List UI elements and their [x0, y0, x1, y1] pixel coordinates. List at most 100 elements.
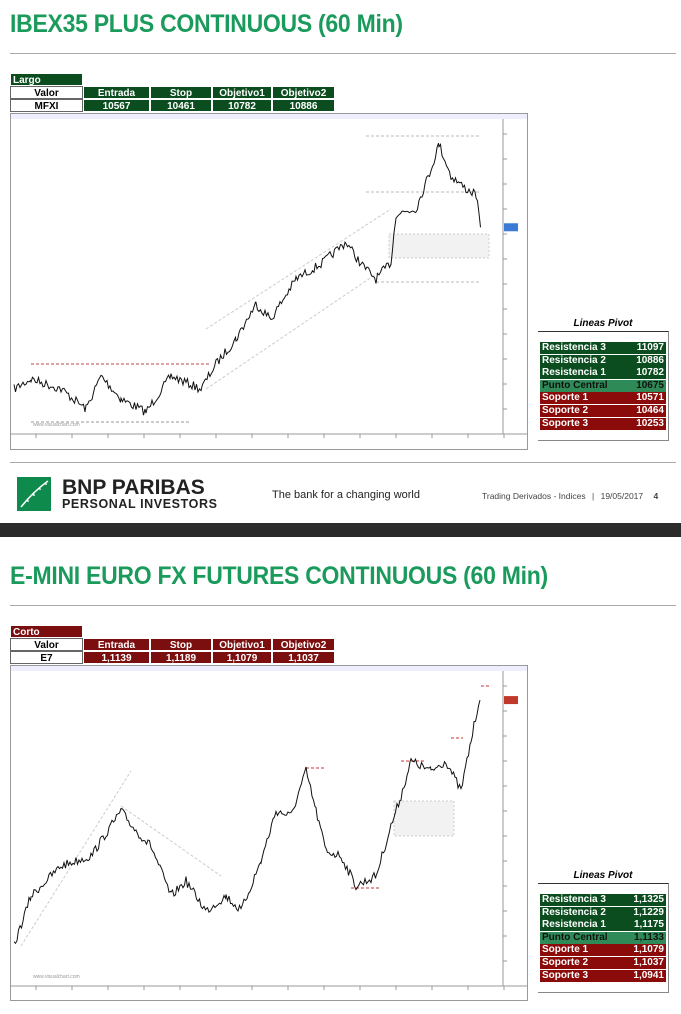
- pivot-row: Resistencia 1 1,1175: [540, 919, 666, 932]
- chart-drawing: www.visualchart.com: [11, 666, 527, 990]
- last-price: [504, 696, 518, 705]
- table-header: Stop: [150, 638, 212, 651]
- section-title: E-MINI EURO FX FUTURES CONTINUOUS (60 Mi…: [10, 562, 548, 590]
- logo: [17, 477, 51, 511]
- tagline: The bank for a changing world: [272, 489, 420, 501]
- watermark: www.visualchart.com: [33, 974, 80, 980]
- price-path: [13, 143, 481, 416]
- table-header: Objetivo1: [212, 638, 272, 651]
- separator: |: [592, 491, 595, 501]
- position-label: Largo: [10, 73, 83, 86]
- pivot-label: Resistencia 3: [542, 342, 606, 353]
- brand: BNP PARIBAS: [62, 476, 205, 499]
- pivot-label: Soporte 1: [542, 944, 589, 956]
- pivot-label: Soporte 2: [542, 405, 589, 416]
- guide-line: [20, 770, 132, 947]
- pivot-value: 10782: [636, 367, 664, 379]
- table-header: Objetivo2: [272, 86, 335, 99]
- header-strip: [11, 114, 527, 119]
- pivot-value: 11097: [636, 342, 664, 353]
- pivot-row: Resistencia 3 11097: [540, 342, 666, 354]
- pivot-label: Soporte 3: [542, 969, 589, 981]
- chart: www.visualchart.com: [10, 113, 528, 450]
- pivot-box: Resistencia 3 1,1325 Resistencia 2 1,1229 Re…: [538, 883, 669, 994]
- info: Trading Derivados - Indices: [482, 491, 586, 501]
- pivot-value: 10675: [636, 379, 664, 391]
- pivot-value: 1,1175: [633, 919, 664, 931]
- table-cell: 1,1079: [212, 651, 272, 664]
- table-header: Valor: [10, 638, 83, 651]
- table-header: Objetivo1: [212, 86, 272, 99]
- guide-line: [205, 208, 392, 330]
- footer-info: Trading Derivados - Indices | 19/05/2017…: [482, 491, 658, 501]
- pivot-label: Resistencia 2: [542, 906, 606, 918]
- table-header: Stop: [150, 86, 212, 99]
- pivot-label: Resistencia 1: [542, 367, 606, 379]
- title-rule: [10, 605, 676, 606]
- page-break: [0, 523, 681, 537]
- table-cell: 10886: [272, 99, 335, 112]
- pivot-row: Soporte 3 10253: [540, 417, 666, 430]
- pivot-value: 10464: [636, 405, 664, 416]
- pivot-row: Resistencia 2 1,1229: [540, 906, 666, 919]
- chart: www.visualchart.com: [10, 665, 528, 1001]
- guide-line: [120, 805, 222, 877]
- table-cell: 1,1037: [272, 651, 335, 664]
- table-cell: 10567: [83, 99, 150, 112]
- zone: [388, 233, 490, 259]
- subbrand: PERSONAL INVESTORS: [62, 497, 218, 511]
- pivot-value: 1,1037: [633, 957, 664, 968]
- table-cell: 10461: [150, 99, 212, 112]
- table-cell: MFXI: [10, 99, 83, 112]
- pivot-label: Soporte 1: [542, 392, 589, 404]
- table-cell: 1,1189: [150, 651, 212, 664]
- pivot-label: Soporte 2: [542, 957, 589, 968]
- pivot-row: Soporte 2 10464: [540, 405, 666, 417]
- zone: [393, 800, 455, 837]
- pivot-value: 1,1325: [633, 894, 664, 905]
- pivot-label: Punto Central: [542, 379, 608, 391]
- date: 19/05/2017: [600, 491, 644, 501]
- footer-rule: [10, 462, 676, 463]
- pivot-value: 1,0941: [633, 969, 664, 981]
- title-rule: [10, 53, 676, 54]
- pivot-label: Punto Central: [542, 931, 608, 943]
- table-header: Entrada: [83, 86, 150, 99]
- pivot-row: Punto Central 1,1133: [540, 931, 666, 944]
- pivot-title: Lineas Pivot: [573, 870, 633, 881]
- guide-line: [205, 263, 392, 390]
- pivot-row: Resistencia 2 10886: [540, 354, 666, 367]
- pivot-label: Resistencia 1: [542, 919, 606, 931]
- pivot-box: Resistencia 3 11097 Resistencia 2 10886 Resi…: [538, 331, 669, 442]
- logo-stars: [20, 480, 49, 508]
- pivot-row: Soporte 1 10571: [540, 392, 666, 405]
- pivot-label: Resistencia 2: [542, 354, 606, 366]
- last-price: [504, 223, 518, 232]
- section-title: IBEX35 PLUS CONTINUOUS (60 Min): [10, 10, 403, 38]
- table-header: Entrada: [83, 638, 150, 651]
- pivot-label: Soporte 3: [542, 417, 589, 429]
- pivot-row: Resistencia 3 1,1325: [540, 894, 666, 906]
- pivot-row: Resistencia 1 10782: [540, 367, 666, 380]
- pivot-title: Lineas Pivot: [573, 318, 633, 329]
- pivot-value: 10571: [636, 392, 664, 404]
- table-header: Valor: [10, 86, 83, 99]
- table-cell: E7: [10, 651, 83, 664]
- table-cell: 1,1139: [83, 651, 150, 664]
- pivot-row: Soporte 3 1,0941: [540, 969, 666, 982]
- pivot-value: 1,1133: [633, 931, 664, 943]
- pivot-value: 1,1079: [633, 944, 664, 956]
- pivot-row: Soporte 1 1,1079: [540, 944, 666, 957]
- watermark: www.visualchart.com: [33, 422, 80, 428]
- pivot-label: Resistencia 3: [542, 894, 606, 905]
- pivot-row: Punto Central 10675: [540, 379, 666, 392]
- header-strip: [11, 666, 527, 671]
- table-cell: 10782: [212, 99, 272, 112]
- page-number: 4: [653, 491, 659, 501]
- price-path: [13, 699, 481, 945]
- pivot-value: 10253: [636, 417, 664, 429]
- position-label: Corto: [10, 625, 83, 638]
- pivot-value: 1,1229: [633, 906, 664, 918]
- pivot-value: 10886: [636, 354, 664, 366]
